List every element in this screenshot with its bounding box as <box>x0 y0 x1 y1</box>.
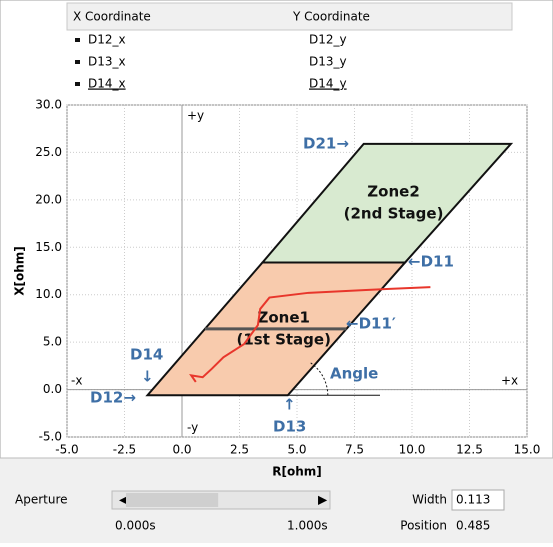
annotation: Angle <box>330 365 378 383</box>
y-tick-label: 5.0 <box>43 335 62 349</box>
y-tick-label: 30.0 <box>35 98 62 112</box>
annotation: D13 <box>273 418 306 436</box>
table-cell: D12_x <box>88 33 126 47</box>
annotation: D14 <box>130 346 163 364</box>
table-cell: D12_y <box>309 33 347 47</box>
header-cell: X Coordinate <box>73 10 151 24</box>
annotation: ←D11 <box>408 253 454 271</box>
y-tick-label: 10.0 <box>35 287 62 301</box>
x-tick-label: 12.5 <box>456 443 483 457</box>
width-label: Width <box>412 493 447 507</box>
axis-direction: -x <box>71 374 82 388</box>
axis-direction: -y <box>187 421 198 435</box>
x-tick-label: 7.5 <box>345 443 364 457</box>
x-axis-label: R[ohm] <box>272 465 322 479</box>
slider-right[interactable]: ▶ <box>318 493 328 507</box>
position-value: 0.485 <box>456 519 490 533</box>
annotation: D21→ <box>303 135 349 153</box>
table-cell: D13_y <box>309 55 347 69</box>
position-label: Position <box>400 519 447 533</box>
axis-direction: +y <box>187 109 204 123</box>
width-value[interactable]: 0.113 <box>456 493 490 507</box>
arrow: ↑ <box>283 396 296 414</box>
table-cell: D14_y <box>309 77 347 91</box>
axis-direction: +x <box>501 374 518 388</box>
y-axis-label: X[ohm] <box>13 246 27 296</box>
header-cell: Y Coordinate <box>292 10 370 24</box>
bullet <box>75 82 80 86</box>
x-tick-label: 10.0 <box>399 443 426 457</box>
slider-fill <box>126 493 219 507</box>
zone-label: Zone2 <box>367 183 419 201</box>
width-input[interactable] <box>451 489 505 511</box>
slider-left[interactable]: ◀ <box>119 493 129 507</box>
zone-label: (2nd Stage) <box>344 205 444 223</box>
trajectory <box>189 286 431 383</box>
aperture-label: Aperture <box>15 493 68 507</box>
x-tick-label: -2.5 <box>113 443 136 457</box>
arrow: ↓ <box>141 368 154 386</box>
bullet <box>75 38 80 42</box>
x-tick-label: -5.0 <box>55 443 78 457</box>
table-cell: D14_x <box>88 77 126 91</box>
y-tick-label: 20.0 <box>35 192 62 206</box>
table-cell: D13_x <box>88 55 126 69</box>
y-tick-label: 0.0 <box>43 382 62 396</box>
end-time: 1.000s <box>287 519 328 533</box>
x-tick-label: 0.0 <box>172 443 191 457</box>
zone-label: Zone1 <box>257 308 309 326</box>
table-header <box>66 2 513 31</box>
y-tick-label: 25.0 <box>35 145 62 159</box>
start-time: 0.000s <box>115 519 156 533</box>
zone-label: (1st Stage) <box>236 330 330 348</box>
y-tick-label: 15.0 <box>35 240 62 254</box>
annotation: ←D11′ <box>346 315 396 333</box>
bullet <box>75 60 80 64</box>
x-tick-label: 5.0 <box>287 443 306 457</box>
x-tick-label: 2.5 <box>230 443 249 457</box>
annotation: D12→ <box>90 389 136 407</box>
y-tick-label: -5.0 <box>39 430 62 444</box>
x-tick-label: 15.0 <box>514 443 541 457</box>
